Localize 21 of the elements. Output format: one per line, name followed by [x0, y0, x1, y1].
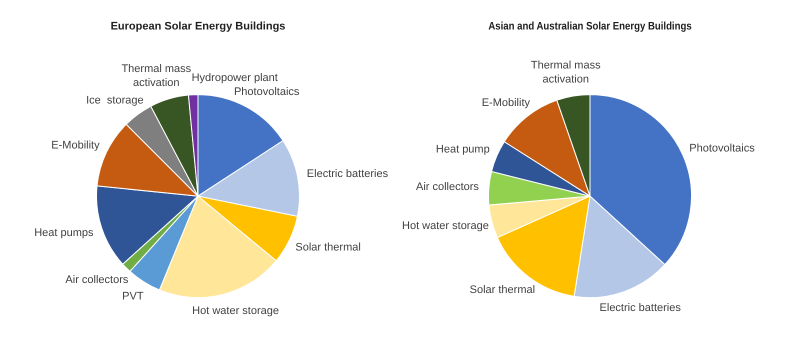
slice-label: Air collectors — [416, 180, 480, 193]
slice-label: Photovoltaics — [234, 86, 300, 98]
slice-label: Hot water storage — [192, 305, 279, 318]
slice-label: Ice storage — [86, 94, 144, 107]
slice-label: Thermal mass activation — [530, 59, 602, 86]
slice-label: Hot water storage — [402, 220, 489, 232]
slice-label: Solar thermal — [470, 284, 536, 296]
slice-label: Electric batteries — [600, 302, 682, 314]
slice-label: PVT — [122, 290, 144, 302]
slice-label: Solar thermal — [295, 241, 361, 254]
slice-label: Thermal mass activation — [121, 62, 192, 89]
slice-label: Photovoltaics — [689, 142, 756, 154]
slice-label: Air collectors — [65, 274, 129, 286]
chart-title: European Solar Energy Buildings — [110, 20, 286, 33]
slice-label: Electric batteries — [306, 168, 389, 180]
slice-label: Heat pumps — [34, 227, 94, 240]
slice-label: Heat pump — [436, 143, 490, 156]
chart-title: Asian and Australian Solar Energy Buildings — [488, 21, 692, 33]
slice-label: E-Mobility — [51, 139, 100, 152]
slice-label: Hydropower plant — [192, 72, 278, 84]
slice-label: E-Mobility — [482, 97, 530, 110]
